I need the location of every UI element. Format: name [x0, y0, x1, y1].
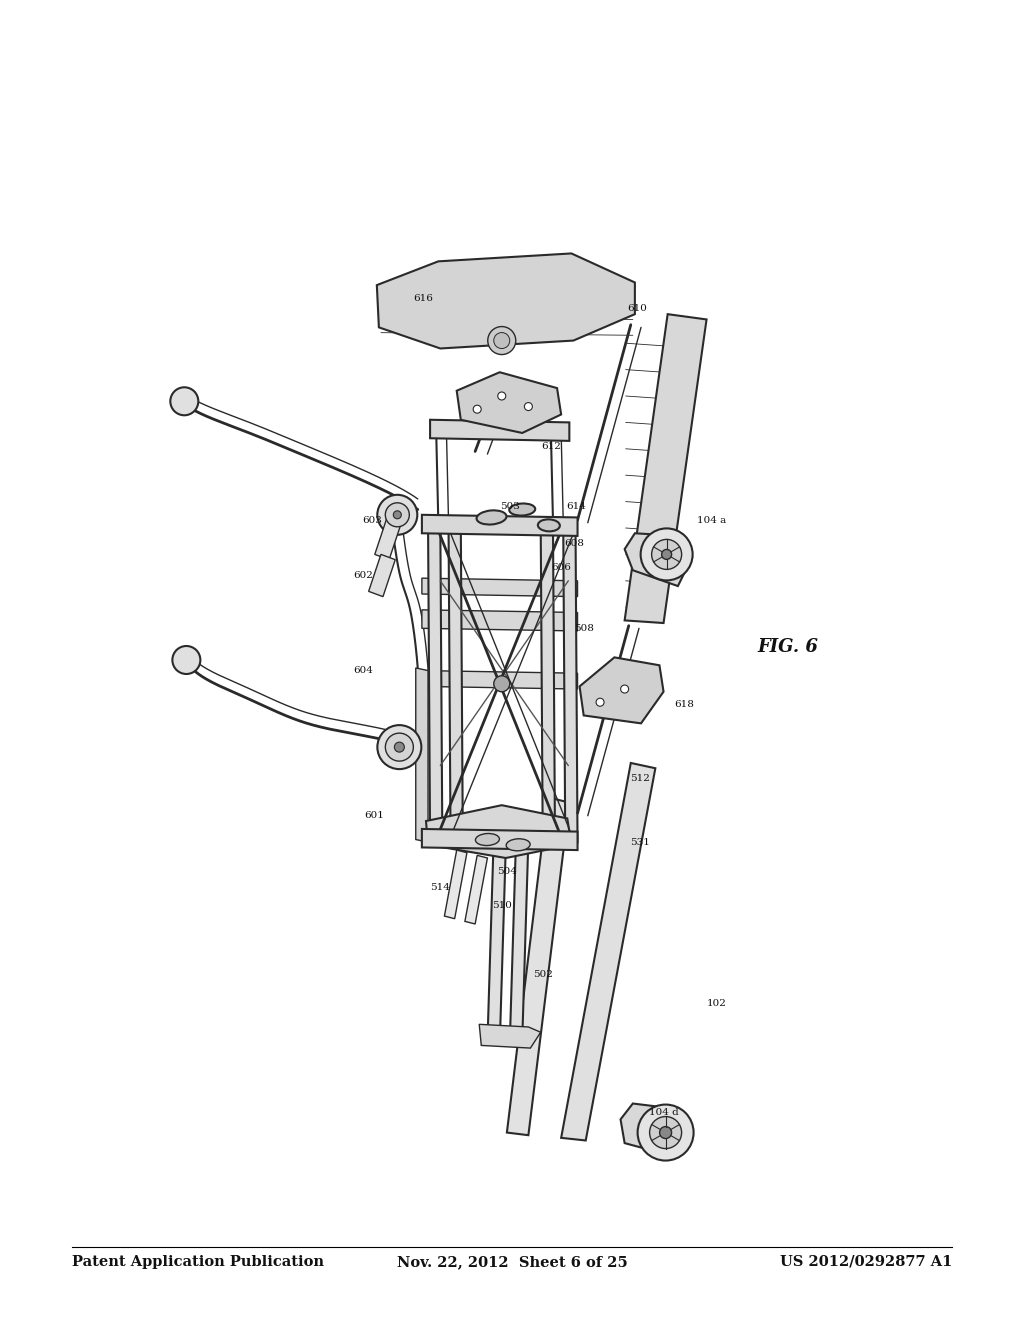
Polygon shape [625, 533, 692, 586]
Text: 608: 608 [564, 540, 585, 548]
Polygon shape [621, 1104, 688, 1156]
Text: 514: 514 [430, 883, 451, 891]
Circle shape [385, 733, 414, 762]
Circle shape [377, 495, 418, 535]
Polygon shape [422, 578, 578, 597]
Polygon shape [580, 657, 664, 723]
Text: 508: 508 [573, 624, 594, 632]
Polygon shape [369, 554, 395, 597]
Text: Patent Application Publication: Patent Application Publication [72, 1255, 324, 1269]
Text: 602: 602 [353, 572, 374, 579]
Text: 104 a: 104 a [697, 516, 726, 524]
Polygon shape [465, 855, 487, 924]
Circle shape [473, 405, 481, 413]
Circle shape [659, 1126, 672, 1139]
Text: 612: 612 [541, 442, 561, 450]
Circle shape [524, 403, 532, 411]
Polygon shape [375, 517, 401, 560]
Polygon shape [422, 610, 578, 631]
Polygon shape [541, 520, 555, 842]
Text: 504: 504 [497, 867, 517, 875]
Text: 618: 618 [674, 701, 694, 709]
Circle shape [487, 326, 516, 355]
Polygon shape [377, 253, 635, 348]
Circle shape [385, 503, 410, 527]
Circle shape [394, 742, 404, 752]
Text: 604: 604 [353, 667, 374, 675]
Polygon shape [449, 523, 463, 842]
Polygon shape [625, 314, 707, 623]
Polygon shape [422, 515, 578, 536]
Circle shape [498, 392, 506, 400]
Circle shape [494, 676, 510, 692]
Circle shape [649, 1117, 682, 1148]
Circle shape [378, 725, 421, 770]
Text: 603: 603 [361, 516, 382, 524]
Text: 614: 614 [566, 503, 587, 511]
Text: 502: 502 [532, 970, 553, 978]
Text: 531: 531 [630, 838, 650, 846]
Polygon shape [507, 797, 569, 1135]
Text: 606: 606 [551, 564, 571, 572]
Polygon shape [444, 850, 467, 919]
Text: US 2012/0292877 A1: US 2012/0292877 A1 [780, 1255, 952, 1269]
Polygon shape [561, 763, 655, 1140]
Circle shape [641, 528, 692, 581]
Text: 102: 102 [707, 999, 727, 1007]
Text: 610: 610 [627, 305, 647, 313]
Text: 104 d: 104 d [648, 1109, 679, 1117]
Circle shape [638, 1105, 693, 1160]
Circle shape [596, 698, 604, 706]
Ellipse shape [538, 519, 560, 532]
Ellipse shape [476, 511, 507, 524]
Polygon shape [563, 520, 578, 842]
Circle shape [621, 685, 629, 693]
Circle shape [172, 645, 201, 675]
Circle shape [651, 540, 682, 569]
Polygon shape [510, 837, 528, 1040]
Circle shape [393, 511, 401, 519]
Polygon shape [426, 805, 571, 858]
Ellipse shape [475, 833, 500, 846]
Polygon shape [422, 671, 578, 689]
Circle shape [494, 333, 510, 348]
Circle shape [170, 387, 199, 416]
Polygon shape [422, 829, 578, 850]
Text: FIG. 6: FIG. 6 [758, 638, 818, 656]
Text: 601: 601 [364, 812, 384, 820]
Ellipse shape [509, 503, 536, 516]
Polygon shape [457, 372, 561, 433]
Text: 512: 512 [630, 775, 650, 783]
Polygon shape [479, 1024, 541, 1048]
Polygon shape [430, 420, 569, 441]
Text: 510: 510 [492, 902, 512, 909]
Text: 616: 616 [413, 294, 433, 302]
Text: Nov. 22, 2012  Sheet 6 of 25: Nov. 22, 2012 Sheet 6 of 25 [396, 1255, 628, 1269]
Circle shape [662, 549, 672, 560]
Ellipse shape [506, 838, 530, 851]
Polygon shape [428, 523, 442, 842]
Polygon shape [487, 842, 506, 1045]
Polygon shape [416, 668, 428, 842]
Text: 503: 503 [500, 503, 520, 511]
